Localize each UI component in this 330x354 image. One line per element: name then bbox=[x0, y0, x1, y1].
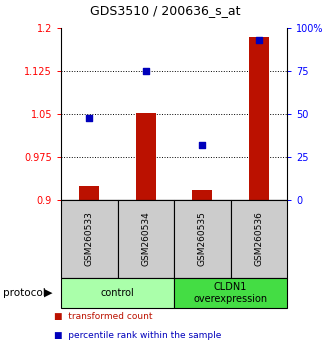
Bar bbox=[117, 200, 174, 278]
Text: ▶: ▶ bbox=[44, 288, 52, 298]
Bar bbox=[80, 186, 99, 200]
Bar bbox=[174, 278, 287, 308]
Text: control: control bbox=[101, 288, 134, 298]
Text: ■  percentile rank within the sample: ■ percentile rank within the sample bbox=[54, 331, 222, 340]
Point bbox=[143, 68, 148, 74]
Bar bbox=[249, 37, 269, 200]
Bar bbox=[61, 278, 174, 308]
Bar bbox=[61, 200, 117, 278]
Bar bbox=[136, 113, 156, 200]
Point bbox=[87, 115, 92, 120]
Text: protocol: protocol bbox=[3, 288, 46, 298]
Text: ■  transformed count: ■ transformed count bbox=[54, 312, 153, 320]
Point bbox=[256, 38, 261, 43]
Text: GSM260534: GSM260534 bbox=[141, 212, 150, 266]
Point bbox=[200, 142, 205, 148]
Bar bbox=[174, 200, 231, 278]
Bar bbox=[192, 190, 212, 200]
Text: GSM260533: GSM260533 bbox=[85, 211, 94, 267]
Text: GDS3510 / 200636_s_at: GDS3510 / 200636_s_at bbox=[90, 4, 240, 17]
Bar bbox=[231, 200, 287, 278]
Text: GSM260535: GSM260535 bbox=[198, 211, 207, 267]
Text: CLDN1
overexpression: CLDN1 overexpression bbox=[193, 282, 268, 304]
Text: GSM260536: GSM260536 bbox=[254, 211, 263, 267]
